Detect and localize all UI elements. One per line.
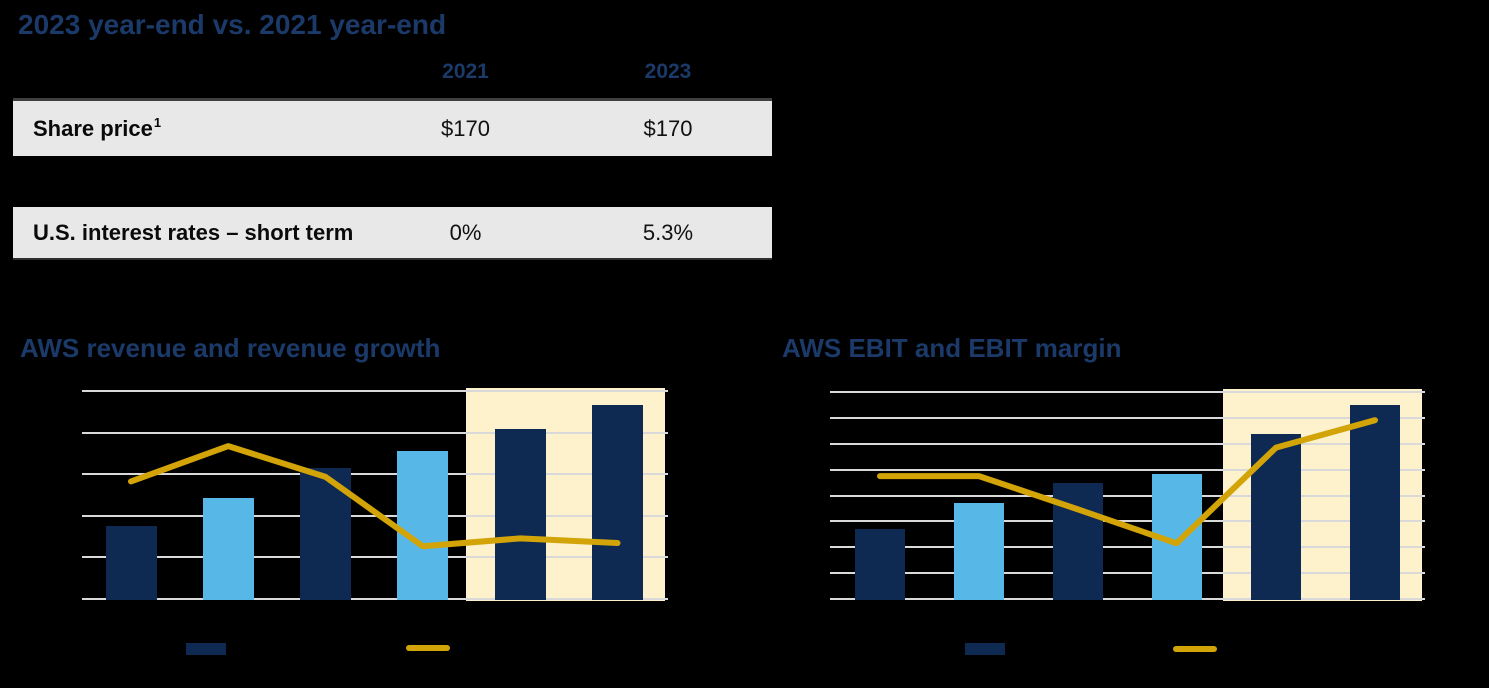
chart-aws-ebit-plot bbox=[830, 389, 1425, 601]
revenue-growth-line bbox=[128, 443, 621, 550]
table-row-share-price: Share price 1 $170 $170 bbox=[13, 98, 772, 156]
page-title: 2023 year-end vs. 2021 year-end bbox=[18, 9, 447, 40]
gridline bbox=[82, 598, 668, 600]
legend-line-swatch-ebit-margin bbox=[1173, 646, 1217, 652]
legend-line-swatch-revenue-growth bbox=[406, 645, 450, 651]
revenue-bars-4 bbox=[494, 428, 546, 600]
gridline bbox=[830, 572, 1425, 575]
gridline bbox=[830, 468, 1425, 471]
interest-rate-2021-value: 0% bbox=[449, 219, 482, 245]
gridline bbox=[830, 494, 1425, 497]
gridline bbox=[830, 598, 1425, 600]
gridline bbox=[830, 442, 1425, 445]
gridline bbox=[82, 390, 668, 392]
gridline bbox=[830, 391, 1425, 393]
ebit-bars-1 bbox=[954, 503, 1004, 600]
revenue-bars-0 bbox=[105, 525, 157, 600]
ebit-bars-0 bbox=[855, 529, 905, 600]
gridline bbox=[82, 431, 668, 434]
gridline bbox=[82, 473, 668, 476]
ebit-bars-5 bbox=[1350, 405, 1400, 600]
legend-bar-swatch-revenue bbox=[186, 643, 226, 655]
ebit-margin-line bbox=[877, 417, 1378, 547]
legend-bar-swatch-ebit bbox=[965, 643, 1005, 655]
share-price-2023-value: $170 bbox=[643, 115, 693, 141]
row-label-share-price: Share price 1 bbox=[33, 115, 162, 141]
chart-title-aws-ebit: AWS EBIT and EBIT margin bbox=[782, 333, 1122, 363]
table-header-row: 2021 2023 bbox=[13, 58, 772, 86]
chart-aws-revenue-plot bbox=[82, 388, 668, 601]
gridline bbox=[830, 546, 1425, 549]
gridline bbox=[82, 556, 668, 559]
gridline bbox=[830, 520, 1425, 523]
table-row-interest-rates: U.S. interest rates – short term 0% 5.3% bbox=[13, 207, 772, 260]
gridline bbox=[830, 416, 1425, 419]
revenue-bars-5 bbox=[592, 405, 643, 600]
interest-rate-2023-value: 5.3% bbox=[642, 219, 694, 245]
chart-title-aws-revenue: AWS revenue and revenue growth bbox=[20, 333, 441, 363]
revenue-bars-1 bbox=[202, 498, 254, 600]
share-price-2021-value: $170 bbox=[441, 115, 490, 141]
column-header-2021: 2021 bbox=[442, 60, 489, 83]
column-header-2023: 2023 bbox=[644, 60, 692, 83]
revenue-bars-3 bbox=[397, 451, 449, 600]
row-label-interest-rates: U.S. interest rates – short term bbox=[33, 219, 354, 245]
footnote-marker: 1 bbox=[153, 115, 162, 130]
